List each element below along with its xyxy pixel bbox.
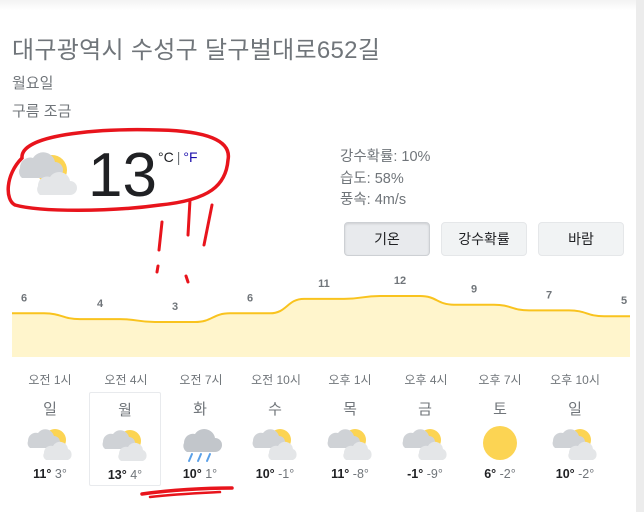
- forecast-low: -1°: [274, 467, 295, 481]
- forecast-temps: -1° -9°: [389, 467, 461, 481]
- chart-data-label: 5: [621, 295, 627, 307]
- forecast-high: 11°: [331, 467, 350, 481]
- forecast-high: 11°: [33, 467, 52, 481]
- forecast-high: 6°: [484, 467, 497, 481]
- forecast-low: 3°: [51, 467, 67, 481]
- current-condition: 구름 조금: [12, 103, 72, 120]
- chart-data-label: 6: [247, 292, 253, 304]
- current-temperature: 13: [88, 141, 157, 210]
- window-top-shade: [0, 0, 644, 10]
- forecast-low: -8°: [349, 467, 369, 481]
- precipitation-probability: 강수확률: 10%: [340, 149, 431, 165]
- forecast-temps: 11° -8°: [314, 467, 386, 481]
- forecast-day[interactable]: 월 13° 4°: [89, 392, 161, 486]
- hour-label: 오후 7시: [478, 373, 522, 387]
- scrollbar-track[interactable]: [636, 0, 644, 512]
- partly-cloudy-icon: [402, 429, 447, 460]
- partly-cloudy-icon: [102, 430, 147, 461]
- precipitation-tab-button[interactable]: 강수확률: [441, 222, 527, 256]
- hour-labels: 오전 1시 오전 4시 오전 7시 오전 10시 오후 1시 오후 4시 오후 7시 오후 1…: [0, 371, 644, 389]
- wind-tab-button[interactable]: 바람: [538, 222, 624, 256]
- forecast-day-name: 일: [568, 401, 582, 418]
- forecast-high: 10°: [555, 467, 575, 481]
- chart-data-label: 11: [318, 278, 330, 290]
- chart-data-label: 7: [546, 289, 552, 301]
- weather-details: 강수확률: 10% 습도: 58% 풍속: 4m/s: [340, 147, 430, 212]
- chart-data-label: 12: [394, 275, 406, 287]
- forecast-high: -1°: [407, 467, 424, 481]
- forecast-low: -2°: [496, 467, 516, 481]
- celsius-unit[interactable]: °C: [158, 149, 174, 165]
- wind-speed: 풍속: 4m/s: [340, 192, 407, 208]
- forecast-temps: 13° 4°: [90, 468, 160, 482]
- unit-separator: |: [176, 149, 181, 165]
- hour-label: 오후 10시: [550, 373, 600, 387]
- forecast-day[interactable]: 목 11° -8°: [314, 392, 386, 486]
- temperature-chart: 6 4 3 6 11 12 9 7 5: [12, 275, 630, 357]
- sunny-icon: [483, 426, 517, 460]
- hour-label: 오후 4시: [404, 373, 448, 387]
- chart-data-label: 3: [172, 301, 178, 313]
- partly-cloudy-icon: [552, 429, 597, 460]
- forecast-day[interactable]: 수 10° -1°: [239, 392, 311, 486]
- hour-label: 오전 4시: [104, 373, 148, 387]
- forecast-day-name: 월: [118, 402, 132, 419]
- chart-series-line: [12, 295, 630, 323]
- forecast-day[interactable]: 일 10° -2°: [539, 392, 611, 486]
- partly-cloudy-icon: [327, 429, 372, 460]
- forecast-temps: 10° -2°: [539, 467, 611, 481]
- hour-label: 오전 7시: [179, 373, 223, 387]
- forecast-temps: 10° -1°: [239, 467, 311, 481]
- location-title: 대구광역시 수성구 달구벌대로652길: [12, 37, 381, 64]
- partly-cloudy-icon: [27, 429, 72, 460]
- hour-label: 오전 1시: [28, 373, 72, 387]
- current-day: 월요일: [12, 75, 54, 92]
- forecast-low: 1°: [201, 467, 218, 481]
- humidity: 습도: 58%: [340, 170, 404, 187]
- forecast-high: 13°: [107, 468, 127, 482]
- forecast-temps: 10° 1°: [164, 467, 236, 481]
- forecast-day-name: 금: [418, 401, 432, 418]
- forecast-high: 10°: [255, 467, 275, 481]
- forecast-day-name: 목: [343, 401, 357, 418]
- forecast-low: -2°: [574, 467, 595, 481]
- partly-cloudy-icon: [19, 152, 77, 195]
- forecast-low: -9°: [423, 467, 443, 481]
- hour-label: 오전 10시: [251, 373, 301, 387]
- forecast-day-name: 토: [493, 401, 507, 418]
- chart-data-label: 9: [471, 284, 477, 296]
- chart-data-label: 4: [97, 298, 104, 310]
- forecast-day[interactable]: 금 -1° -9°: [389, 392, 461, 486]
- chart-area-fill: [12, 296, 630, 357]
- partly-cloudy-icon: [252, 429, 297, 460]
- forecast-high: 10°: [182, 467, 202, 481]
- fahrenheit-unit[interactable]: °F: [183, 149, 198, 165]
- forecast-temps: 6° -2°: [464, 467, 536, 481]
- unit-toggle: °C | °F: [158, 149, 198, 165]
- forecast-day[interactable]: 화 10° 1°: [164, 392, 236, 486]
- forecast-low: 4°: [126, 468, 143, 482]
- chart-data-label: 6: [21, 292, 27, 304]
- rain-icon: [183, 429, 222, 462]
- hour-label: 오후 1시: [328, 373, 372, 387]
- forecast-day[interactable]: 일 11° 3°: [14, 392, 86, 486]
- forecast-day[interactable]: 토 6° -2°: [464, 392, 536, 486]
- forecast-day-name: 일: [43, 401, 57, 418]
- temperature-tab-button[interactable]: 기온: [344, 222, 430, 256]
- forecast-day-name: 수: [268, 401, 282, 418]
- forecast-temps: 11° 3°: [14, 467, 86, 481]
- forecast-day-name: 화: [193, 401, 207, 418]
